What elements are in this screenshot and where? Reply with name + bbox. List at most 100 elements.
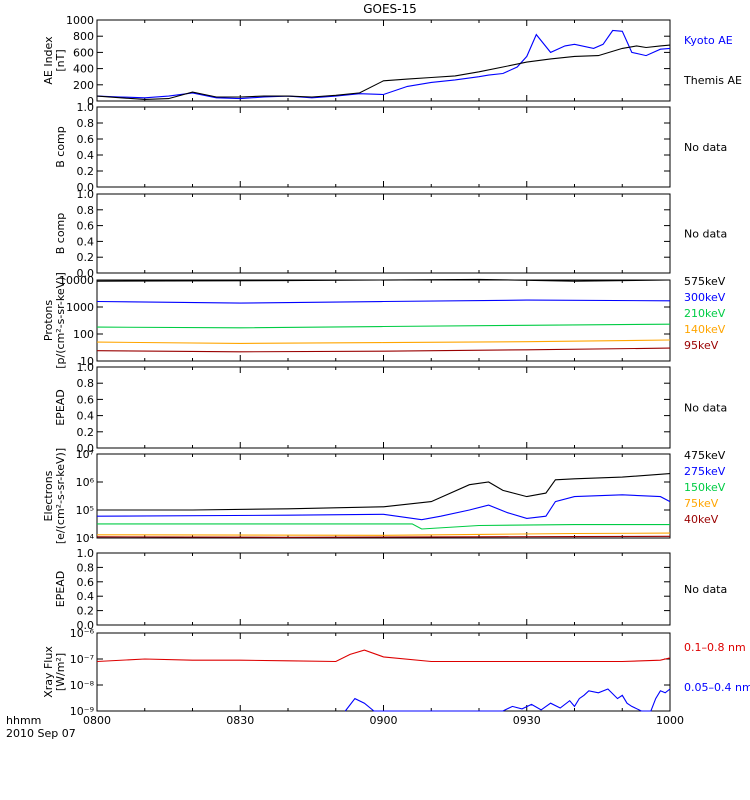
series-line-575keV xyxy=(96,278,671,282)
y-tick-label: 1000 xyxy=(66,301,94,314)
series-line-300keV xyxy=(96,299,671,304)
y-tick-label: 1000 xyxy=(66,14,94,27)
legend-entry: 575keV xyxy=(684,275,726,288)
figure-title: GOES-15 xyxy=(363,2,417,16)
y-tick-label: 0.6 xyxy=(77,393,95,406)
y-tick-label: 0.4 xyxy=(77,235,95,248)
panel-epead2: 0.00.2 0.40.6 0.81.0 EPEAD No data xyxy=(54,547,727,632)
series-line-150keV xyxy=(97,523,670,530)
panel-frame xyxy=(96,19,671,102)
y-axis-label: [nT] xyxy=(54,49,67,71)
y-tick-label: 10⁻⁶ xyxy=(70,627,95,640)
panel-xray: 10⁻⁹ 10⁻⁸ 10⁻⁷ 10⁻⁶ Xray Flux [W/m²] 0.1–0.8 n… xyxy=(42,627,750,718)
y-tick-label: 10000 xyxy=(59,274,94,287)
y-tick-label: 0.0 xyxy=(77,267,95,280)
y-tick-label: 0.0 xyxy=(77,181,95,194)
series-line-210keV xyxy=(96,323,671,329)
legend-entry: 210keV xyxy=(684,307,726,320)
panel-frame xyxy=(96,106,671,188)
y-tick-label: 0.2 xyxy=(77,605,95,618)
y-axis-label: Electrons xyxy=(42,470,55,521)
y-tick-label: 0.2 xyxy=(77,426,95,439)
panels-group: 0 200 400 600 800 1000 AE Index [nT] Kyoto AE The… xyxy=(42,14,750,718)
y-axis-label: B comp xyxy=(54,126,67,168)
x-tick-label: 0830 xyxy=(226,714,254,727)
y-axis-label: AE Index xyxy=(42,36,55,85)
y-tick-label: 200 xyxy=(73,79,94,92)
y-axis-label: [W/m²] xyxy=(54,653,67,691)
series-line-40keV xyxy=(96,535,671,538)
y-tick-label: 1.0 xyxy=(77,101,95,114)
no-data-label: No data xyxy=(684,583,727,596)
y-tick-label: 1.0 xyxy=(77,361,95,374)
y-tick-label: 0.8 xyxy=(77,117,95,130)
y-tick-label: 10 xyxy=(80,355,94,368)
y-axis-label: EPEAD xyxy=(54,389,67,426)
y-tick-label: 10⁻⁹ xyxy=(70,705,94,718)
y-axis-label: B comp xyxy=(54,213,67,255)
y-tick-label: 10⁵ xyxy=(76,504,94,517)
series-line-Kyoto-AE xyxy=(96,29,671,100)
panel-b2: 0.0 0.2 0.4 0.6 0.8 1.0 B comp No data xyxy=(54,188,727,280)
panel-protons: 10 100 1000 10000 Protons [p/(cm²-s-sr-keV)] 5… xyxy=(42,272,726,369)
panel-frame xyxy=(96,552,671,626)
series-line-0-1-0-8-nm xyxy=(96,649,671,663)
legend-entry: Themis AE xyxy=(683,74,742,87)
legend-entry: 275keV xyxy=(684,465,726,478)
panel-frame xyxy=(96,632,671,712)
legend-entry: Kyoto AE xyxy=(684,34,733,47)
y-tick-label: 800 xyxy=(73,30,94,43)
y-tick-label: 0.8 xyxy=(77,377,95,390)
legend-entry: 475keV xyxy=(684,449,726,462)
y-tick-label: 10⁻⁷ xyxy=(70,653,94,666)
y-tick-label: 100 xyxy=(73,328,94,341)
y-tick-label: 0.0 xyxy=(77,442,95,455)
y-axis-label: [e/(cm²-s-sr-keV)] xyxy=(54,448,67,544)
y-tick-label: 10⁴ xyxy=(76,532,95,545)
y-tick-label: 0.4 xyxy=(77,149,95,162)
no-data-label: No data xyxy=(684,228,727,241)
series-line-475keV xyxy=(97,473,671,511)
no-data-label: No data xyxy=(684,141,727,154)
y-tick-label: 10⁻⁸ xyxy=(70,679,95,692)
no-data-label: No data xyxy=(684,402,727,415)
legend-entry: 75keV xyxy=(684,497,719,510)
legend-entry: 140keV xyxy=(684,323,726,336)
y-tick-label: 10⁶ xyxy=(76,476,95,489)
series-line-140keV xyxy=(96,339,671,344)
y-tick-label: 0.6 xyxy=(77,576,95,589)
panel-frame xyxy=(96,366,671,449)
legend-entry: 0.1–0.8 nm xyxy=(684,641,746,654)
y-tick-label: 0.6 xyxy=(77,220,95,233)
y-tick-label: 10⁷ xyxy=(76,448,94,461)
y-tick-label: 0.0 xyxy=(77,619,95,632)
y-tick-label: 1.0 xyxy=(77,547,95,560)
series-line-75keV xyxy=(96,532,671,536)
time-unit-label: hhmm xyxy=(6,714,41,727)
series-line-0-05-0-4-nm xyxy=(344,688,671,712)
y-axis-label: EPEAD xyxy=(54,571,67,608)
panel-b1: 0.0 0.2 0.4 0.6 0.8 1.0 B comp No data xyxy=(54,101,727,194)
y-tick-label: 400 xyxy=(73,63,94,76)
y-tick-label: 0.4 xyxy=(77,410,95,423)
x-tick-label: 0900 xyxy=(370,714,398,727)
legend-entry: 40keV xyxy=(684,513,719,526)
y-tick-label: 1.0 xyxy=(77,188,95,201)
y-axis-label: Protons xyxy=(42,300,55,341)
legend-entry: 0.05–0.4 nm xyxy=(684,681,750,694)
legend-entry: 150keV xyxy=(684,481,726,494)
x-tick-label: 1000 xyxy=(656,714,684,727)
y-tick-label: 0.8 xyxy=(77,204,95,217)
series-line-95keV xyxy=(96,347,671,353)
y-tick-label: 0 xyxy=(87,95,94,108)
series-line-275keV xyxy=(96,494,671,521)
x-axis: 0800 0830 0900 0930 1000 xyxy=(83,714,684,727)
panel-electrons: 10⁴ 10⁵ 10⁶ 10⁷ Electrons [e/(cm²-s-sr-keV)] 4… xyxy=(42,448,726,545)
y-tick-label: 600 xyxy=(73,46,94,59)
y-axis-label: Xray Flux xyxy=(42,646,55,698)
y-axis-label: [p/(cm²-s-sr-keV)] xyxy=(54,272,67,369)
y-tick-label: 0.2 xyxy=(77,251,95,264)
legend-entry: 300keV xyxy=(684,291,726,304)
y-tick-label: 0.6 xyxy=(77,133,95,146)
